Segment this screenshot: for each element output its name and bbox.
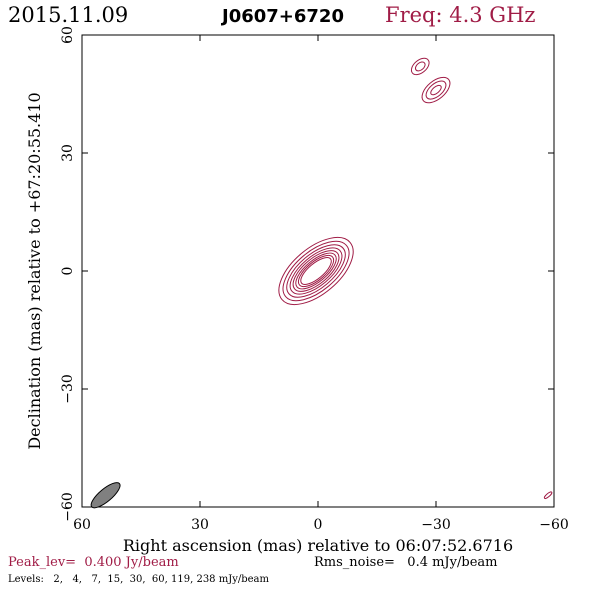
y-tick-label: −30 — [60, 374, 76, 404]
source-name: J0607+6720 — [220, 6, 344, 27]
contour-ring — [292, 250, 340, 292]
contour-core — [278, 237, 354, 305]
x-tick-label: −60 — [539, 517, 569, 533]
rms-noise: Rms_noise= 0.4 mJy/beam — [314, 555, 497, 570]
contour-ring — [414, 61, 426, 72]
contour-ring — [295, 252, 337, 290]
contour-feature-b — [421, 76, 451, 104]
x-tick-label: 0 — [314, 517, 323, 533]
contour-levels: Levels: 2, 4, 7, 15, 30, 60, 119, 238 mJ… — [8, 574, 270, 585]
x-tick-label: 30 — [191, 517, 209, 533]
y-tick-label: −60 — [60, 492, 76, 522]
contour-ring — [300, 257, 332, 285]
contour-lines — [278, 57, 553, 499]
contour-ring — [278, 237, 354, 305]
contour-ring — [421, 76, 451, 104]
contour-ring — [289, 247, 343, 295]
x-axis-label: Right ascension (mas) relative to 06:07:… — [123, 536, 513, 555]
frequency-label: Freq: 4.3 GHz — [385, 3, 535, 27]
contour-ring — [543, 491, 553, 499]
beam-shape — [90, 482, 121, 509]
contour-ring — [430, 84, 442, 96]
x-tick-label: −30 — [421, 517, 451, 533]
contour-ring — [282, 240, 350, 302]
contour-ring — [425, 80, 447, 100]
peak-level: Peak_lev= 0.400 Jy/beam — [8, 555, 179, 570]
plot-frame — [81, 34, 555, 508]
y-axis-label: Declination (mas) relative to +67:20:55.… — [25, 92, 44, 449]
contour-ring — [286, 244, 346, 298]
beam-ellipse — [90, 482, 121, 509]
contour-feature-c — [543, 491, 553, 499]
x-tick-labels: 60 30 0 −30 −60 — [73, 517, 569, 533]
contour-feature-a — [410, 57, 430, 76]
y-tick-labels: 60 30 0 −30 −60 — [60, 26, 76, 522]
y-tick-label: 30 — [60, 144, 76, 162]
y-tick-label: 0 — [60, 267, 76, 276]
y-tick-label: 60 — [60, 26, 76, 44]
contour-ring — [410, 57, 430, 76]
x-tick-label: 60 — [73, 517, 91, 533]
observation-date: 2015.11.09 — [8, 3, 128, 27]
axis-ticks — [81, 34, 555, 508]
contour-ring — [297, 254, 335, 288]
